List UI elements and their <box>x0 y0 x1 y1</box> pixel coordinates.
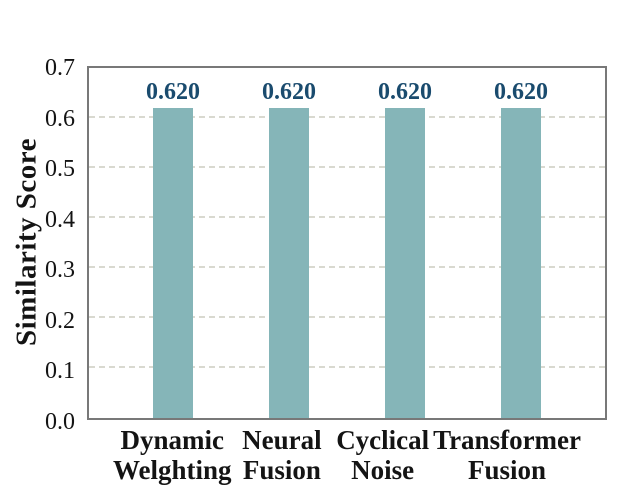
bar <box>269 108 309 418</box>
gridline <box>89 316 605 318</box>
y-tick-label: 0.1 <box>45 358 75 385</box>
bar-value-label: 0.620 <box>494 79 548 105</box>
x-tick-label: Neural Fusion <box>242 425 322 485</box>
y-tick-label: 0.6 <box>45 105 75 132</box>
y-tick-label: 0.2 <box>45 307 75 334</box>
x-axis-tick-labels: Dynamic Welghting Neural Fusion Cyclical N… <box>87 425 607 485</box>
x-tick-label: Cyclical Noise <box>336 425 430 485</box>
gridline <box>89 216 605 218</box>
x-tick-label: Dynamic Welghting <box>113 425 232 485</box>
gridline <box>89 166 605 168</box>
plot-area: 0.620 0.620 0.620 0.620 <box>87 66 607 420</box>
y-tick-label: 0.3 <box>45 257 75 284</box>
bar-value-label: 0.620 <box>378 79 432 105</box>
bar-slot: 0.620 <box>347 68 463 418</box>
bars-row: 0.620 0.620 0.620 0.620 <box>89 68 605 418</box>
gridline <box>89 266 605 268</box>
gridline <box>89 116 605 118</box>
bar <box>153 108 193 418</box>
y-axis-tick-labels: 0.0 0.1 0.2 0.3 0.4 0.5 0.6 0.7 <box>0 56 87 434</box>
y-tick-label: 0.7 <box>45 55 75 81</box>
bar-slot: 0.620 <box>231 68 347 418</box>
bar-slot: 0.620 <box>115 68 231 418</box>
gridline <box>89 366 605 368</box>
y-tick-label: 0.4 <box>45 206 75 233</box>
y-tick-label: 0.0 <box>45 409 75 435</box>
y-tick-label: 0.5 <box>45 156 75 183</box>
bar <box>501 108 541 418</box>
bar <box>385 108 425 418</box>
x-tick-label: Transformer Fusion <box>433 425 582 485</box>
bar-value-label: 0.620 <box>262 79 316 105</box>
bar-value-label: 0.620 <box>146 79 200 105</box>
bar-slot: 0.620 <box>463 68 579 418</box>
